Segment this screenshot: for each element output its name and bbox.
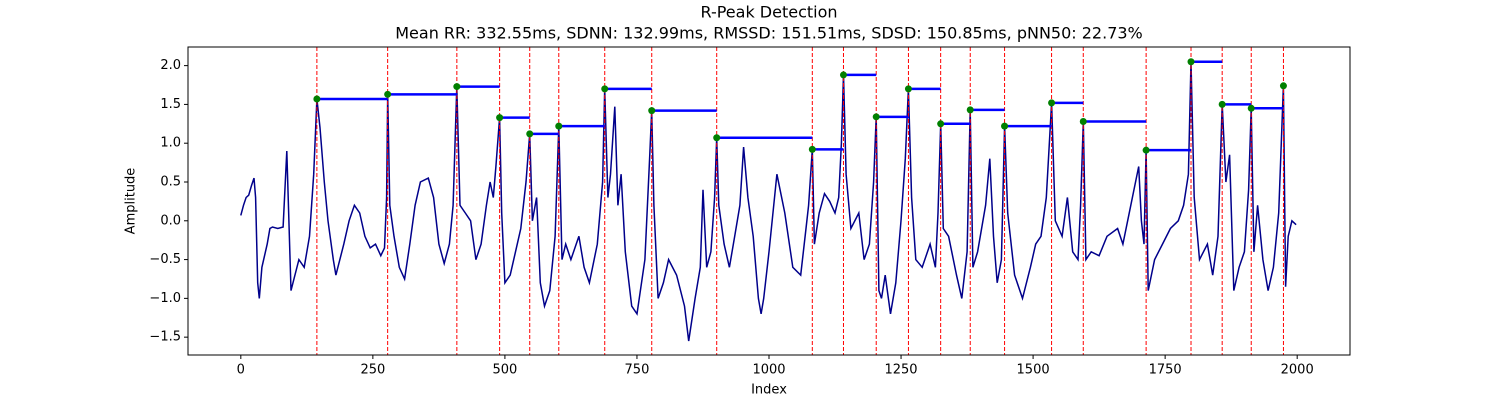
peak-point [384,90,392,98]
peak-point [1247,104,1255,112]
peak-point [808,145,816,153]
peak-point [496,114,504,122]
plot-frame [187,46,1351,356]
peak-point [1048,99,1056,107]
y-tick-label: −1.5 [149,330,181,345]
peak-point [937,120,945,128]
peak-point [1218,100,1226,108]
peak-point [555,122,563,130]
peak-point [839,71,847,79]
peak-point [872,113,880,121]
peak-point [453,83,461,91]
peak-point [1079,117,1087,125]
y-tick-label: 2.0 [160,58,181,73]
y-axis-label: Amplitude [124,168,139,235]
peak-point [526,130,534,138]
y-tick-label: 0.5 [160,174,181,189]
x-tick-label: 1250 [884,363,917,378]
chart-subtitle: Mean RR: 332.55ms, SDNN: 132.99ms, RMSSD… [395,24,1143,43]
x-tick-label: 1000 [752,363,785,378]
y-tick-label: 1.5 [160,97,181,112]
y-tick-label: 1.0 [160,136,181,151]
chart-title: R-Peak Detection [700,3,837,22]
x-tick-label: 250 [360,363,385,378]
y-tick-label: −0.5 [149,252,181,267]
peak-point [1187,58,1195,66]
y-tick-label: −1.0 [149,291,181,306]
peak-point [1279,82,1287,90]
peak-point [904,85,912,93]
peak-point [313,95,321,103]
peak-point [966,106,974,114]
x-axis-label: Index [751,383,787,398]
y-tick-label: 0.0 [160,213,181,228]
peak-point [713,134,721,142]
x-tick-label: 2000 [1281,363,1314,378]
peak-point [601,85,609,93]
signal-line [240,61,1297,342]
peak-point [648,107,656,115]
x-tick-label: 750 [625,363,650,378]
peak-point [1001,122,1009,130]
x-tick-label: 1500 [1017,363,1050,378]
x-tick-label: 500 [492,363,517,378]
x-tick-label: 1750 [1149,363,1182,378]
x-tick-label: 0 [237,363,245,378]
peak-point [1142,146,1150,154]
